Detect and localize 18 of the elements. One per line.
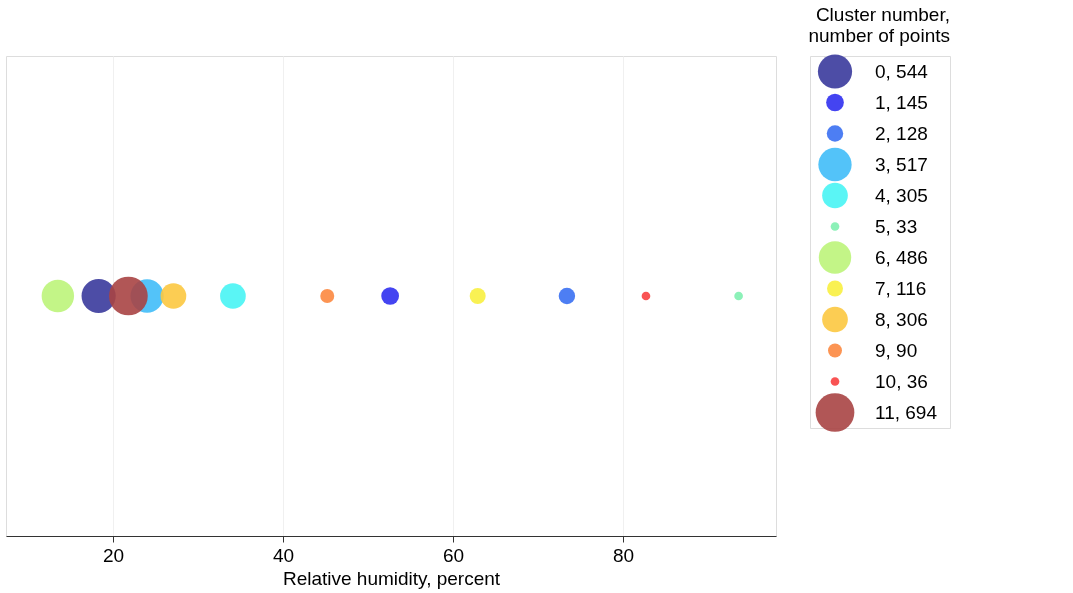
legend-label: 4, 305 — [875, 184, 928, 206]
legend-label: 8, 306 — [875, 308, 928, 330]
legend-label: 10, 36 — [875, 370, 928, 392]
legend-label: 2, 128 — [875, 122, 928, 144]
legend-label: 1, 145 — [875, 91, 928, 113]
legend-label: 3, 517 — [875, 153, 928, 175]
x-tick-label: 80 — [612, 544, 635, 566]
x-tick-label: 20 — [103, 544, 125, 566]
legend-label: 9, 90 — [875, 339, 918, 361]
x-tick-label: 40 — [272, 544, 295, 566]
legend-label: 6, 486 — [875, 246, 928, 268]
legend-title: Cluster number, number of points — [808, 4, 950, 47]
x-axis-title: Relative humidity, percent — [282, 567, 501, 589]
legend-label: 5, 33 — [875, 215, 918, 237]
legend-label: 0, 544 — [875, 60, 929, 82]
legend-label: 11, 694 — [875, 401, 938, 423]
legend-label: 7, 116 — [875, 277, 927, 299]
x-tick-label: 60 — [442, 544, 465, 566]
